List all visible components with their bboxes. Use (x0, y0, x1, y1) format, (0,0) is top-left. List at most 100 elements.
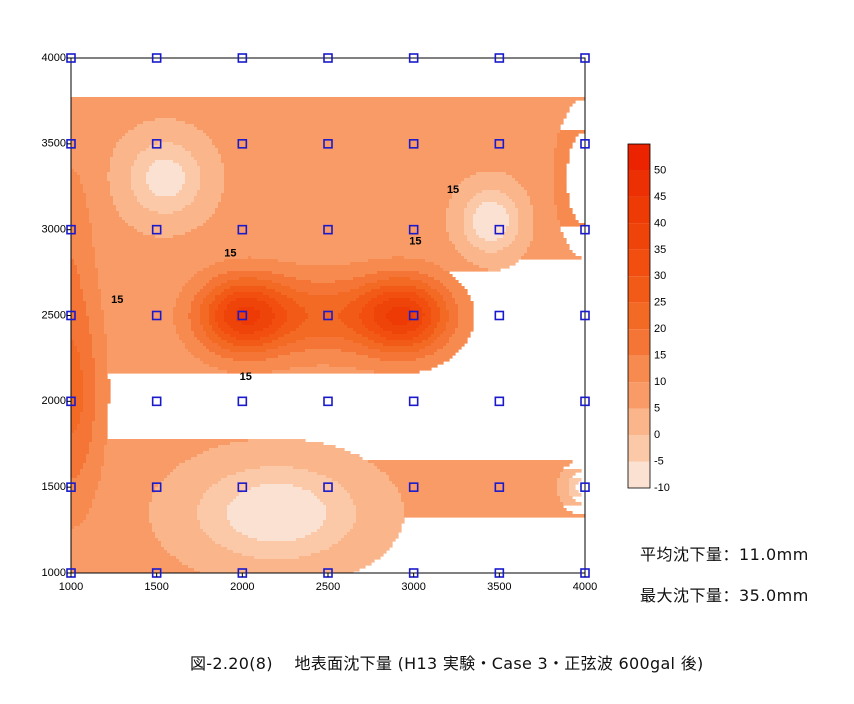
contour-band-cell (71, 274, 81, 278)
contour-band-cell (326, 475, 390, 479)
contour-band-cell (410, 307, 423, 311)
contour-band-cell (83, 406, 96, 410)
contour-band-cell (524, 187, 555, 191)
contour-band-cell (101, 289, 183, 293)
contour-band-cell (515, 238, 534, 242)
contour-band-cell (203, 451, 351, 455)
contour-band-cell (86, 196, 114, 200)
contour-band-cell (185, 172, 201, 176)
contour-band-cell (71, 391, 84, 395)
contour-band-cell (95, 373, 108, 377)
contour-band-cell (110, 184, 132, 188)
contour-band-cell (350, 529, 402, 533)
contour-labels: 15 15 15 15 15 (111, 184, 459, 383)
contour-band-cell (224, 190, 456, 194)
contour-band-cell (440, 316, 450, 320)
contour-band-cell (110, 166, 132, 170)
measurement-point (580, 53, 590, 63)
contour-band-cell (530, 241, 567, 245)
contour-band-cell (71, 550, 168, 554)
contour-band-cell (224, 331, 240, 335)
contour-band-cell (449, 232, 465, 236)
contour-band-cell (569, 478, 582, 482)
contour-band-cell (260, 484, 294, 488)
contour-band-cell (71, 385, 84, 389)
contour-band-cell (74, 343, 93, 347)
contour-band-cell (221, 154, 555, 158)
contour-band-cell (299, 325, 348, 329)
contour-band-cell (515, 205, 534, 209)
contour-band-cell (179, 559, 375, 563)
contour-band-cell (71, 262, 75, 266)
contour-band-cell (329, 547, 390, 551)
contour-band-cell (194, 199, 222, 203)
x-tick-label: 1500 (144, 581, 168, 593)
contour-band-cell (452, 193, 477, 197)
contour-band-cell (71, 448, 90, 452)
contour-band-cell (80, 367, 96, 371)
contour-band-cell (77, 424, 93, 428)
contour-band-cell (386, 316, 414, 320)
contour-band-cell (359, 313, 375, 317)
contour-band-cell (152, 496, 204, 500)
contour-band-cell (374, 370, 420, 374)
contour-band-cell (185, 283, 207, 287)
contour-band-cell (149, 517, 198, 521)
contour-band-cell (215, 316, 225, 320)
contour-band-cell (215, 310, 225, 314)
contour-band-cell (98, 271, 198, 275)
contour-band-cell (71, 463, 84, 467)
contour-band-cell (86, 310, 105, 314)
contour-band-cell (71, 475, 78, 479)
contour-band-cell (377, 295, 420, 299)
contour-band-cell (449, 199, 471, 203)
contour-band-cell (227, 514, 327, 518)
contour-band-cell (83, 370, 96, 374)
contour-band-cell (80, 415, 96, 419)
contour-band-cell (107, 361, 204, 365)
contour-band-cell (71, 406, 84, 410)
contour-band-cell (137, 154, 192, 158)
measurement-point (408, 482, 419, 492)
contour-band-cell (110, 190, 135, 194)
contour-band-cell (224, 313, 237, 317)
contour-band-cell (92, 427, 108, 431)
contour-band-cell (71, 319, 90, 323)
contour-band-cell (149, 169, 183, 173)
x-tick-label: 3500 (487, 581, 511, 593)
contour-band-cell (173, 469, 246, 473)
contour-band-cell (365, 283, 429, 287)
contour-band-cell (257, 277, 297, 281)
contour-band-cell (104, 313, 174, 317)
contour-band-cell (449, 235, 468, 239)
contour-band-cell (107, 352, 192, 356)
contour-band-cell (215, 313, 225, 317)
contour-band-cell (407, 331, 423, 335)
contour-band-cell (206, 532, 243, 536)
contour-band-cell (71, 370, 84, 374)
contour-band-cell (533, 226, 561, 230)
contour-band-cell (71, 505, 93, 509)
contour-band-cell (83, 409, 96, 413)
contour-band-cell (200, 319, 210, 323)
contour-band-cell (320, 499, 354, 503)
contour-band-cell (365, 274, 429, 278)
contour-band-cell (257, 319, 273, 323)
contour-band-cell (200, 307, 210, 311)
colorbar-band (628, 435, 650, 462)
contour-band-cell (71, 199, 87, 203)
contour-band-cell (83, 382, 96, 386)
contour-band-cell (554, 166, 567, 170)
contour-band-cell (71, 487, 99, 491)
measurement-point (323, 139, 333, 149)
contour-band-cell (89, 508, 150, 512)
contour-band-cell (296, 277, 354, 281)
contour-band-cell (71, 400, 84, 404)
contour-band-cell (173, 316, 189, 320)
contour-band-cell (71, 220, 90, 224)
contour-band-cell (446, 343, 465, 347)
contour-band-cell (218, 148, 555, 152)
contour-band-cell (362, 334, 381, 338)
contour-band-cell (149, 520, 201, 524)
contour-band-cell (458, 322, 474, 326)
